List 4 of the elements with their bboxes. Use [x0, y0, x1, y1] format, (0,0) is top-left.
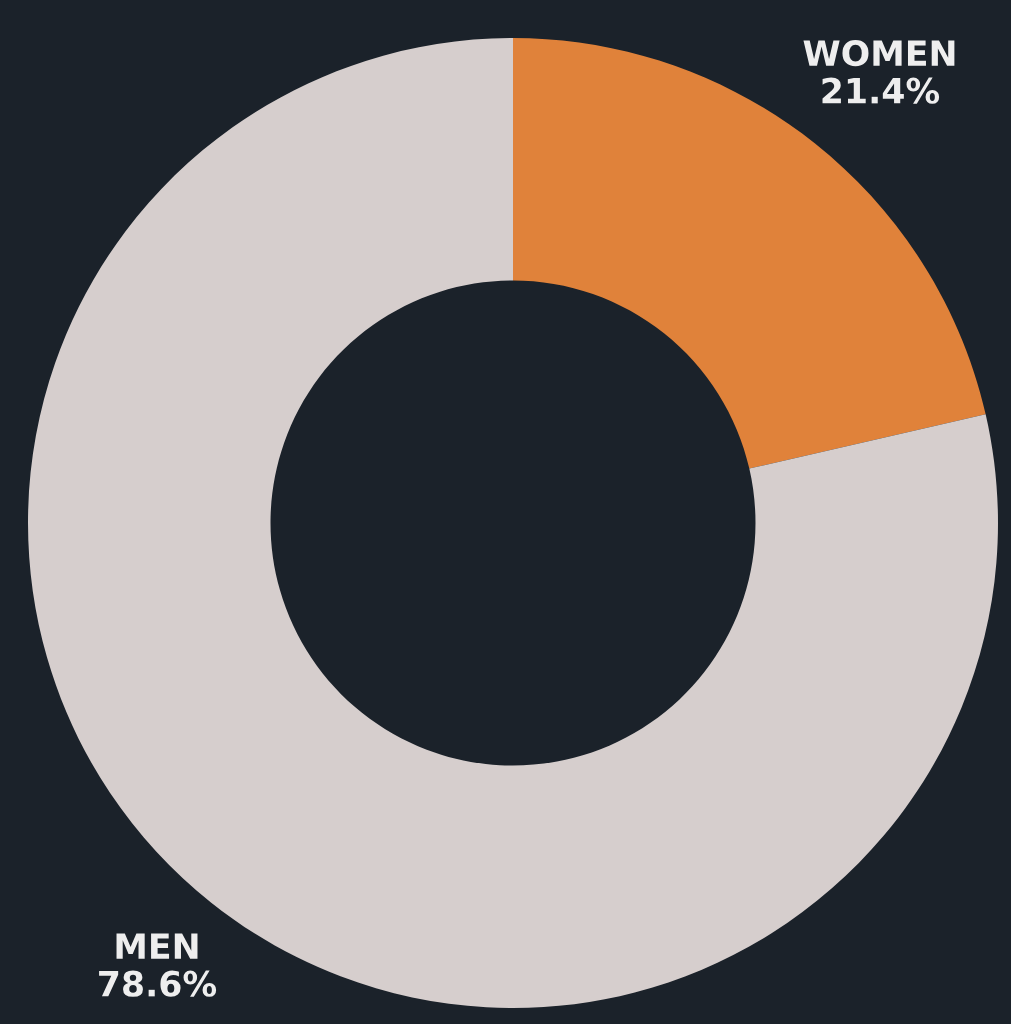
data-label: 21.4% — [822, 77, 940, 104]
data-label: 78.6% — [99, 970, 217, 997]
slice-label: WOMEN — [803, 40, 955, 67]
slice-label: MEN — [116, 933, 198, 959]
